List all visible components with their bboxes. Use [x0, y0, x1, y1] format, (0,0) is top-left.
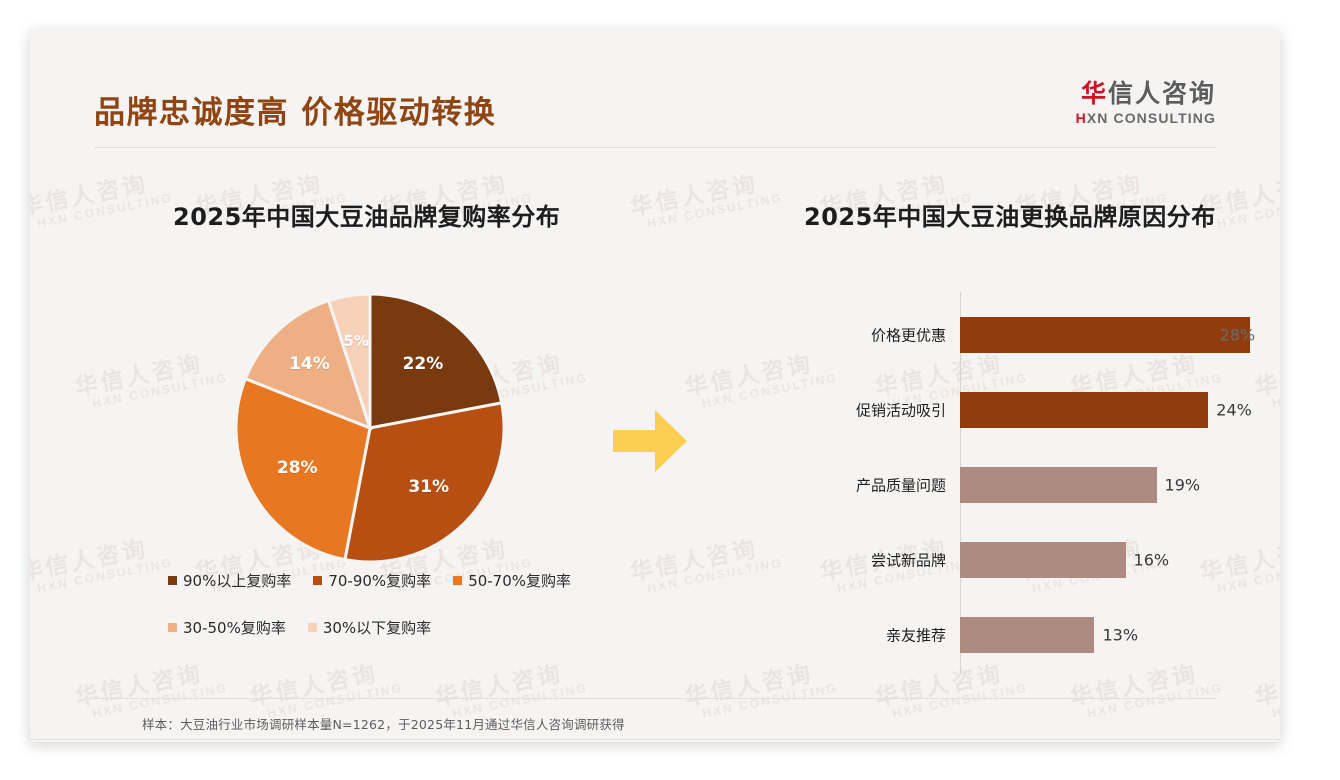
bar-chart: 价格更优惠 28% 促销活动吸引 24% 产品质量问题 19% 尝试新品牌 16% 亲友推荐 13… [856, 292, 1280, 674]
legend-swatch-icon [453, 576, 463, 585]
pie-slice [343, 401, 506, 564]
pie-chart-title: 2025年中国大豆油品牌复购率分布 [173, 203, 561, 231]
right-arrow-svg [613, 410, 687, 472]
slide-header: 品牌忠诚度高 价格驱动转换 华信人咨询 HXN CONSULTING [30, 30, 1280, 148]
logo-en-accent: H [1075, 109, 1087, 126]
legend-label: 30-50%复购率 [183, 619, 286, 637]
bar-value-label: 13% [1102, 625, 1139, 645]
legend-row: 30-50%复购率 30%以下复购率 [168, 617, 598, 638]
legend-row: 90%以上复购率 70-90%复购率 50-70%复购率 [168, 570, 598, 591]
legend-item[interactable]: 30%以下复购率 [307, 617, 432, 638]
header-divider [94, 147, 1216, 148]
pie-slice [234, 376, 372, 562]
bar-row: 尝试新品牌 16% [871, 542, 1169, 578]
bar-value-label: 19% [1164, 475, 1201, 495]
pie-slice-label: 14% [289, 353, 330, 374]
page-title: 品牌忠诚度高 价格驱动转换 [94, 95, 497, 131]
logo-cn-accent: 华 [1080, 79, 1108, 108]
logo-en-rest: XN CONSULTING [1086, 109, 1216, 126]
bar-row: 产品质量问题 19% [856, 467, 1200, 503]
bar-value-label: 28% [1219, 325, 1256, 345]
pie-slice-label: 31% [408, 476, 450, 497]
sample-footnote: 样本：大豆油行业市场调研样本量N=1262，于2025年11月通过华信人咨询调研… [142, 717, 625, 732]
legend-swatch-icon [168, 576, 177, 585]
pie-slice-label: 22% [402, 353, 444, 374]
slide-canvas: 华信人咨询 HXN CONSULTING 华信人咨询 HXN CONSULTING 华信… [30, 30, 1280, 742]
bar-rect [960, 392, 1209, 428]
legend-swatch-icon [313, 576, 323, 585]
pie-slice [326, 292, 372, 429]
pie-chart: 22% 31% 28% 14% 5% [234, 292, 506, 564]
logo-cn-rest: 信人咨询 [1107, 79, 1216, 108]
legend-item[interactable]: 30-50%复购率 [168, 617, 286, 638]
bar-chart-title: 2025年中国大豆油更换品牌原因分布 [804, 203, 1216, 231]
footer-divider [30, 739, 1280, 740]
logo-chinese: 华信人咨询 [1076, 80, 1216, 108]
right-arrow-icon [611, 408, 689, 479]
bar-rect [960, 617, 1095, 653]
legend-item[interactable]: 90%以上复购率 [168, 570, 291, 591]
pie-slice-label: 28% [276, 458, 318, 479]
legend-label: 90%以上复购率 [183, 572, 292, 590]
pie-slice [368, 292, 504, 430]
legend-label: 70-90%复购率 [328, 572, 432, 590]
bar-row: 价格更优惠 28% [871, 317, 1255, 353]
footnote-divider [94, 698, 1216, 699]
bar-value-label: 24% [1216, 400, 1252, 420]
pie-legend: 90%以上复购率 70-90%复购率 50-70%复购率 30-50%复购率 30%以下… [168, 570, 598, 664]
bar-row: 亲友推荐 13% [886, 617, 1138, 653]
legend-label: 50-70%复购率 [468, 572, 572, 590]
legend-item[interactable]: 50-70%复购率 [453, 570, 571, 591]
company-logo: 华信人咨询 HXN CONSULTING [1076, 80, 1216, 126]
bar-category-label: 尝试新品牌 [870, 551, 946, 570]
bar-rect [960, 542, 1126, 578]
bar-category-label: 促销活动吸引 [855, 401, 946, 420]
legend-swatch-icon [168, 623, 177, 632]
pie-slice-label: 5% [343, 331, 369, 350]
legend-label: 30%以下复购率 [322, 619, 432, 637]
bar-category-label: 亲友推荐 [885, 626, 946, 645]
bar-rect [960, 467, 1157, 503]
bar-category-label: 产品质量问题 [855, 476, 946, 495]
bar-row: 促销活动吸引 24% [856, 392, 1252, 428]
logo-english: HXN CONSULTING [1076, 110, 1216, 126]
pie-svg [234, 292, 506, 564]
bar-value-label: 16% [1133, 550, 1170, 570]
bar-category-label: 价格更优惠 [870, 326, 946, 345]
legend-swatch-icon [307, 623, 317, 632]
legend-item[interactable]: 70-90%复购率 [313, 570, 431, 591]
bar-rect [960, 317, 1250, 353]
